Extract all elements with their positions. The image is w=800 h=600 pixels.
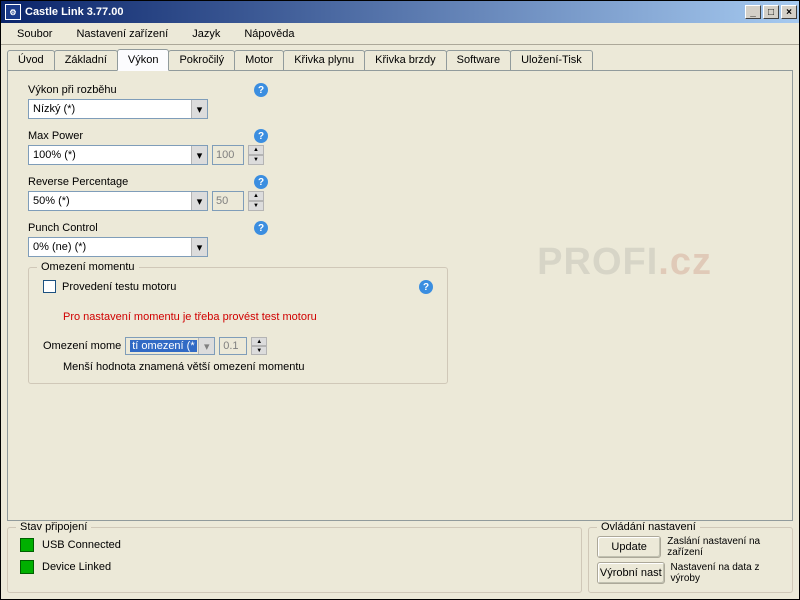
- torque-group-title: Omezení momentu: [37, 261, 139, 273]
- chevron-down-icon[interactable]: ▾: [191, 238, 207, 256]
- bottom-area: Stav připojení USB Connected Device Link…: [1, 525, 799, 599]
- start-power-combo[interactable]: Nízký (*) ▾: [28, 99, 208, 119]
- help-icon[interactable]: ?: [419, 280, 433, 294]
- torque-limit-spinner[interactable]: ▲ ▼: [251, 337, 267, 355]
- max-power-label: Max Power: [28, 130, 83, 142]
- reverse-pct-spinner[interactable]: ▲ ▼: [248, 191, 264, 211]
- start-power-label: Výkon při rozběhu: [28, 84, 117, 96]
- tab-advanced[interactable]: Pokročilý: [168, 50, 235, 71]
- maximize-button[interactable]: □: [763, 5, 779, 19]
- device-led-icon: [20, 560, 34, 574]
- spin-up-icon[interactable]: ▲: [251, 337, 267, 346]
- menubar: Soubor Nastavení zařízení Jazyk Nápověda: [1, 23, 799, 45]
- punch-control-combo[interactable]: 0% (ne) (*) ▾: [28, 237, 208, 257]
- close-button[interactable]: ×: [781, 5, 797, 19]
- punch-control-label: Punch Control: [28, 222, 98, 234]
- reverse-pct-value: 50: [212, 191, 244, 211]
- reverse-pct-combo[interactable]: 50% (*) ▾: [28, 191, 208, 211]
- window-title: Castle Link 3.77.00: [25, 6, 745, 18]
- torque-warning: Pro nastavení momentu je třeba provést t…: [63, 311, 433, 323]
- titlebar: ⚙ Castle Link 3.77.00 _ □ ×: [1, 1, 799, 23]
- tab-panel-power: PROFI.cz Výkon při rozběhu ? Nízký (*) ▾…: [7, 70, 793, 521]
- torque-limit-combo[interactable]: tí omezení (* ▾: [125, 337, 215, 355]
- reverse-pct-label: Reverse Percentage: [28, 176, 128, 188]
- chevron-down-icon[interactable]: ▾: [191, 100, 207, 118]
- tabbar: Úvod Základní Výkon Pokročilý Motor Křiv…: [1, 45, 799, 70]
- settings-control-box: Ovládání nastavení Update Zaslání nastav…: [588, 527, 793, 593]
- usb-status: USB Connected: [42, 539, 121, 551]
- controls-title: Ovládání nastavení: [597, 521, 700, 533]
- device-status: Device Linked: [42, 561, 111, 573]
- app-window: ⚙ Castle Link 3.77.00 _ □ × Soubor Nasta…: [0, 0, 800, 600]
- tab-basic[interactable]: Základní: [54, 50, 118, 71]
- spin-up-icon[interactable]: ▲: [248, 145, 264, 155]
- tab-software[interactable]: Software: [446, 50, 511, 71]
- menu-file[interactable]: Soubor: [11, 26, 58, 42]
- factory-desc: Nastavení na data z výroby: [671, 562, 784, 584]
- menu-device-settings[interactable]: Nastavení zařízení: [70, 26, 174, 42]
- torque-limit-group: Omezení momentu Provedení testu motoru ?…: [28, 267, 448, 384]
- tab-brake-curve[interactable]: Křivka brzdy: [364, 50, 447, 71]
- connection-status-box: Stav připojení USB Connected Device Link…: [7, 527, 582, 593]
- max-power-value: 100: [212, 145, 244, 165]
- update-button[interactable]: Update: [597, 536, 661, 558]
- tab-save-print[interactable]: Uložení-Tisk: [510, 50, 593, 71]
- max-power-spinner[interactable]: ▲ ▼: [248, 145, 264, 165]
- menu-help[interactable]: Nápověda: [238, 26, 300, 42]
- max-power-combo[interactable]: 100% (*) ▾: [28, 145, 208, 165]
- factory-reset-button[interactable]: Výrobní nast: [597, 562, 665, 584]
- chevron-down-icon[interactable]: ▾: [198, 338, 214, 354]
- torque-limit-value: 0.1: [219, 337, 247, 355]
- spin-down-icon[interactable]: ▼: [248, 201, 264, 211]
- motor-test-checkbox[interactable]: [43, 280, 56, 293]
- tab-intro[interactable]: Úvod: [7, 50, 55, 71]
- help-icon[interactable]: ?: [254, 221, 268, 235]
- usb-led-icon: [20, 538, 34, 552]
- tab-motor[interactable]: Motor: [234, 50, 284, 71]
- chevron-down-icon[interactable]: ▾: [191, 146, 207, 164]
- help-icon[interactable]: ?: [254, 129, 268, 143]
- tab-power[interactable]: Výkon: [117, 49, 170, 71]
- help-icon[interactable]: ?: [254, 175, 268, 189]
- torque-hint: Menší hodnota znamená větší omezení mome…: [63, 361, 433, 373]
- spin-down-icon[interactable]: ▼: [251, 346, 267, 355]
- motor-test-label: Provedení testu motoru: [62, 281, 176, 293]
- chevron-down-icon[interactable]: ▾: [191, 192, 207, 210]
- minimize-button[interactable]: _: [745, 5, 761, 19]
- tab-throttle-curve[interactable]: Křivka plynu: [283, 50, 365, 71]
- app-icon: ⚙: [5, 4, 21, 20]
- status-title: Stav připojení: [16, 521, 91, 533]
- help-icon[interactable]: ?: [254, 83, 268, 97]
- menu-language[interactable]: Jazyk: [186, 26, 226, 42]
- torque-limit-label: Omezení mome: [43, 340, 121, 352]
- update-desc: Zaslání nastavení na zařízení: [667, 536, 784, 558]
- watermark: PROFI.cz: [537, 241, 712, 284]
- spin-up-icon[interactable]: ▲: [248, 191, 264, 201]
- spin-down-icon[interactable]: ▼: [248, 155, 264, 165]
